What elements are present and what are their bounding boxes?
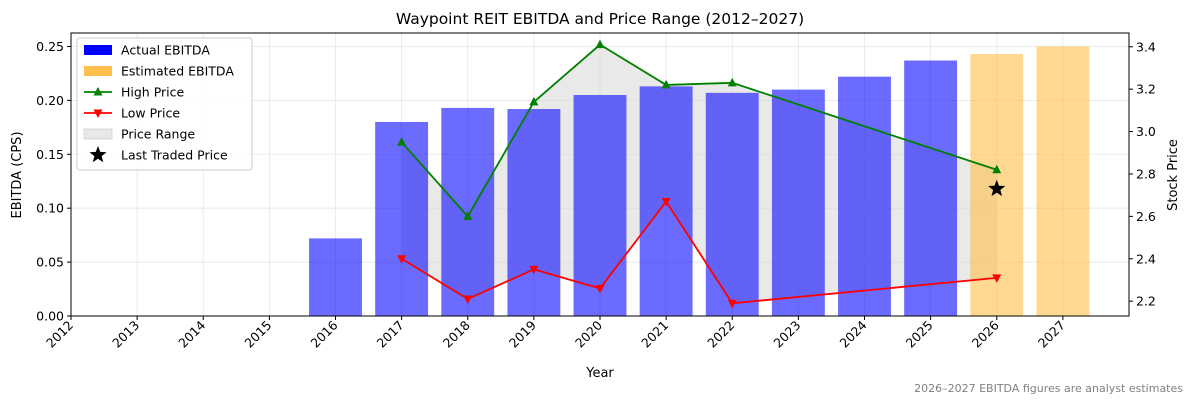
legend-swatch-actual-ebitda [84,45,112,55]
legend-label-high-price: High Price [121,85,185,100]
price-lines-layer [397,39,1006,309]
y2-tick-label: 2.8 [1136,166,1156,181]
y2-tick-label: 2.2 [1136,294,1156,309]
x-tick-label: 2016 [308,317,341,350]
y2-axis-label: Stock Price [1166,139,1181,211]
legend-label-last-traded-price: Last Traded Price [121,148,228,163]
high-price-point-2017 [397,137,407,146]
high-price-point-2026 [992,164,1002,174]
y-tick-label: 0.15 [36,147,64,162]
last-traded-price-star [988,179,1006,197]
high-price-point-2021 [661,79,671,89]
x-tick-label: 2014 [175,317,208,350]
footnote: 2026–2027 EBITDA figures are analyst est… [914,382,1183,395]
y-tick-label: 0.00 [36,309,64,324]
legend-label-estimated-ebitda: Estimated EBITDA [121,64,234,79]
x-tick-label: 2025 [903,318,936,351]
y-axis-label: EBITDA (CPS) [10,131,25,218]
legend-swatch-last-traded-price [89,146,107,163]
x-tick-label: 2023 [770,318,803,351]
low-price-point-2019 [529,265,539,275]
y2-tick-label: 3.2 [1136,82,1156,97]
bar-actual-ebitda-2024 [838,76,891,316]
legend: Actual EBITDA Estimated EBITDA High Price L… [76,37,253,171]
legend-marker-high-price [93,87,103,96]
low-price-point-2026 [992,274,1002,283]
legend-label-actual-ebitda: Actual EBITDA [121,43,210,58]
y2-tick-label: 2.6 [1136,209,1156,224]
low-price-point-2018 [463,295,473,305]
legend-marker-low-price [93,109,103,118]
legend-box [76,37,253,171]
x-axis-label: Year [585,366,614,381]
high-price-point-2020 [595,39,605,49]
x-tick-label: 2024 [837,317,870,350]
bar-actual-ebitda-2020 [573,94,627,316]
bar-estimated-ebitda-2027 [1036,46,1090,316]
bar-actual-ebitda-2025 [904,60,958,317]
y-tick-label: 0.20 [36,93,64,108]
x-tick-label: 2013 [109,318,142,351]
x-tick-label: 2015 [241,318,274,351]
y2-tick-label: 3.4 [1136,39,1156,54]
x-tick-label: 2020 [572,317,605,350]
low-price-point-2017 [397,255,407,264]
legend-swatch-estimated-ebitda [84,66,112,76]
high-price-point-2018 [463,211,473,220]
low-price-point-2022 [727,299,737,309]
high-price-point-2022 [727,77,737,87]
y-tick-label: 0.10 [36,201,64,216]
bar-actual-ebitda-2022 [705,92,759,316]
chart-title: Waypoint REIT EBITDA and Price Range (20… [396,10,804,28]
low-price-point-2020 [595,284,605,294]
y2-tick-label: 2.4 [1136,251,1156,266]
low-price-point-2021 [661,198,671,207]
bar-actual-ebitda-2023 [771,89,825,316]
x-tick-label: 2027 [1035,318,1068,351]
legend-swatch-price-range [83,128,113,140]
x-tick-label: 2026 [969,317,1002,350]
bar-actual-ebitda-2019 [507,109,561,317]
x-tick-label: 2021 [638,318,671,351]
high-price-point-2019 [529,96,539,106]
x-tick-label: 2017 [374,318,407,351]
y2-tick-label: 3.0 [1136,124,1156,139]
bar-actual-ebitda-2017 [375,121,429,316]
legend-label-price-range: Price Range [121,127,195,142]
x-tick-label: 2018 [440,317,473,350]
y-tick-label: 0.25 [36,39,64,54]
y-tick-label: 0.05 [36,255,64,270]
x-tick-label: 2022 [704,318,737,351]
bar-actual-ebitda-2016 [309,238,362,316]
x-tick-label: 2019 [506,317,539,350]
legend-label-low-price: Low Price [121,106,180,121]
bars-layer [309,46,1090,317]
